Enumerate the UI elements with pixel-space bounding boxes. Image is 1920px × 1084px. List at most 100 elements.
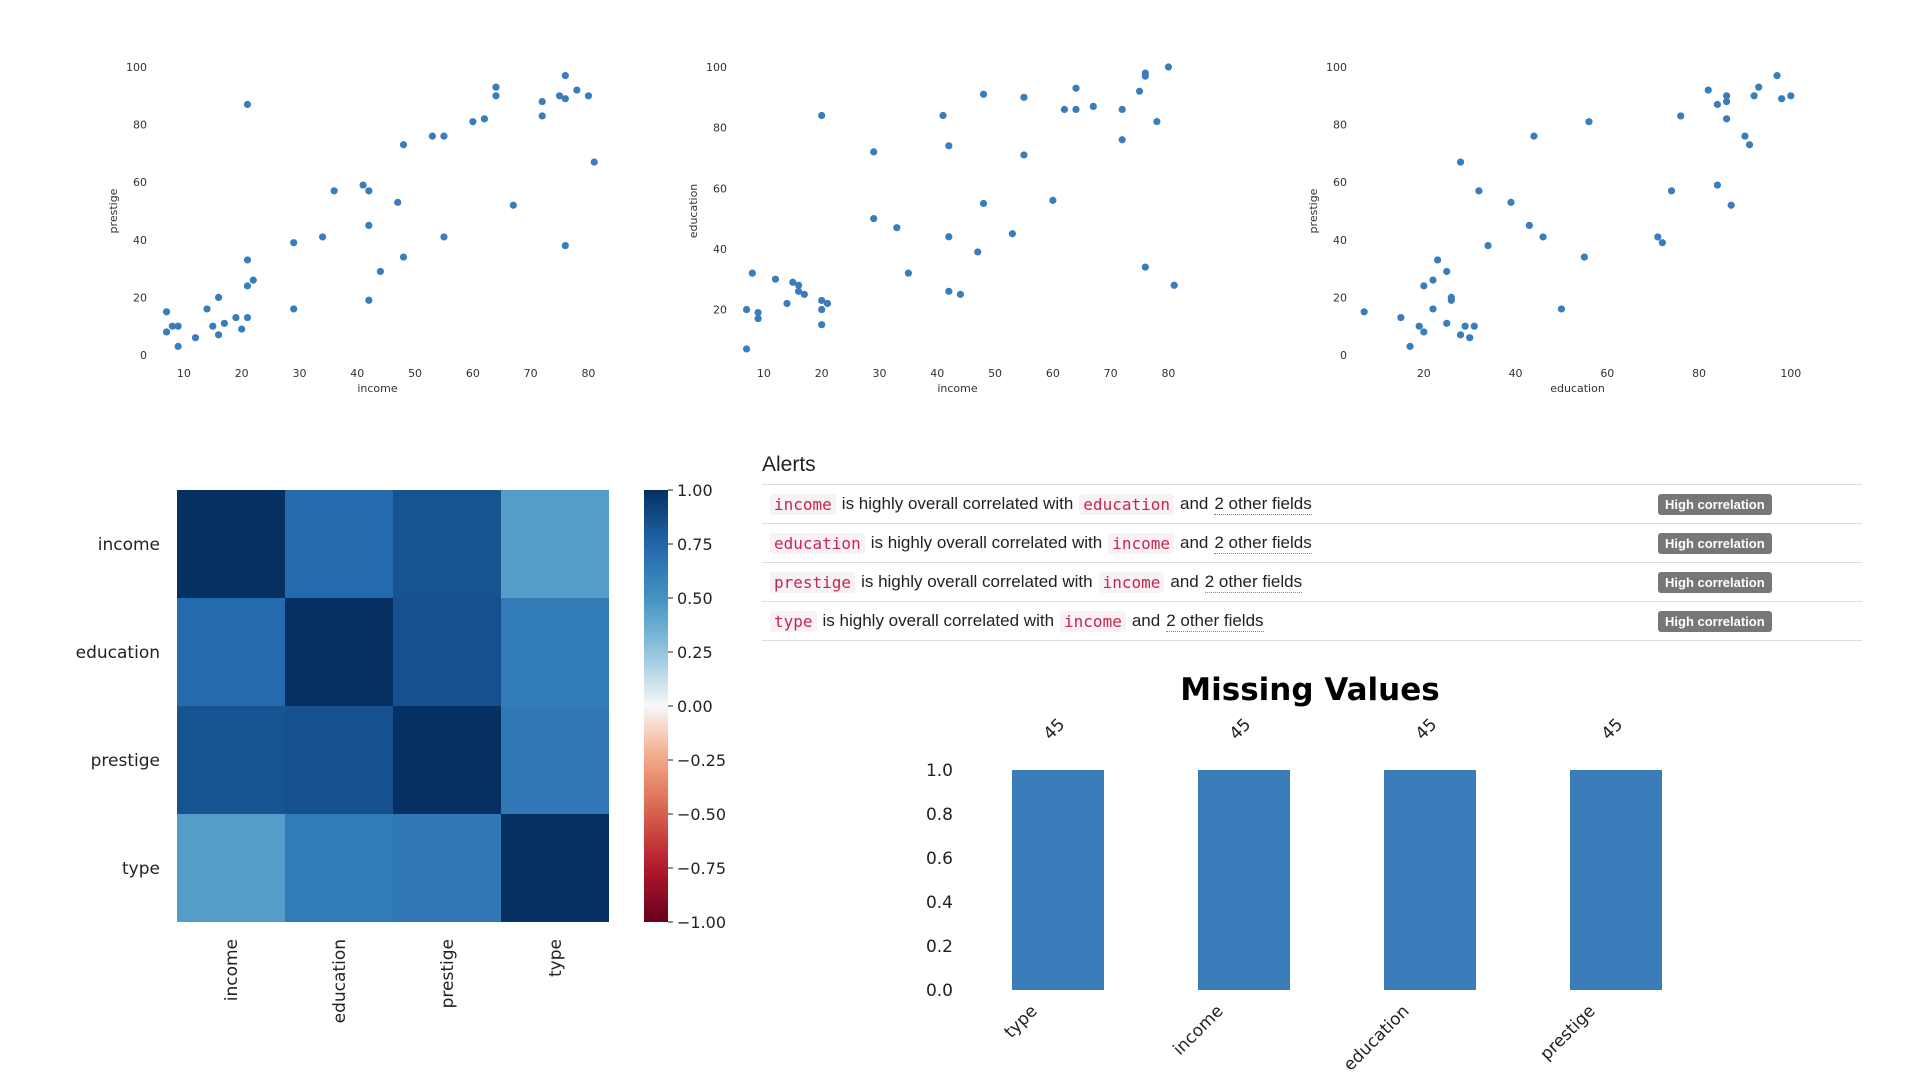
heatmap-row-label: income (98, 535, 160, 555)
y-tick-label: 60 (133, 176, 147, 189)
high-correlation-badge: High correlation (1658, 494, 1772, 515)
scatter-point (209, 322, 217, 330)
alert-text: is highly overall correlated with (841, 494, 1074, 513)
alert-other-fields-link[interactable]: 2 other fields (1214, 532, 1312, 554)
scatter-point (243, 313, 252, 322)
colorbar (644, 490, 668, 922)
scatter-point (1415, 322, 1423, 330)
y-tick-label: 20 (133, 291, 147, 304)
alert-other-field-code: income (1060, 610, 1126, 632)
heatmap-cell (393, 490, 501, 598)
scatter-point (1118, 105, 1126, 114)
alert-text: is highly overall correlated with (861, 572, 1093, 591)
scatter-education-prestige: 20 40 60 80 100 0 20 40 60 80 100 education prestige (1280, 55, 1830, 415)
scatter-point (979, 199, 988, 208)
heatmap-cell (501, 706, 609, 814)
scatter-point (555, 92, 564, 100)
x-tick-label: 40 (1509, 367, 1523, 380)
x-tick-label: 40 (930, 367, 944, 380)
heatmap-cell (285, 598, 393, 706)
alert-other-fields-link[interactable]: 2 other fields (1204, 571, 1303, 593)
scatter-point (1557, 305, 1566, 313)
scatter-point (945, 142, 953, 150)
scatter-point (290, 305, 298, 313)
scatter-point (469, 118, 477, 126)
x-tick-label: education (1340, 1001, 1414, 1075)
heatmap-row-label: prestige (91, 751, 160, 771)
alert-text: is highly overall correlated with (822, 611, 1055, 630)
alert-other-field-code: education (1079, 493, 1174, 515)
colorbar-tick-label: 1.00 (677, 481, 713, 500)
x-tick-label: 70 (524, 367, 538, 380)
scatter-point (1060, 105, 1069, 114)
scatter-point (290, 239, 298, 247)
scatter-point (1713, 100, 1722, 109)
scatter-point (318, 233, 327, 241)
x-tick-label: 80 (1161, 367, 1175, 380)
scatter-point (742, 345, 751, 353)
scatter-point (492, 83, 500, 91)
heatmap-cell (501, 814, 609, 922)
scatter-point (823, 299, 832, 308)
x-tick-label: 60 (466, 367, 480, 380)
scatter-point (162, 308, 171, 316)
scatter-point (754, 315, 762, 323)
alert-row: education is highly overall correlated wi… (762, 523, 1862, 562)
x-tick-label: 60 (1046, 367, 1060, 380)
alert-other-field-code: income (1108, 532, 1174, 554)
heatmap-cell (177, 598, 285, 706)
scatter-point (1741, 132, 1749, 140)
x-tick-label: income (1169, 1001, 1227, 1059)
y-tick-label: 0.4 (926, 893, 953, 913)
scatter-point (1722, 92, 1731, 100)
y-axis-label: prestige (1307, 188, 1320, 233)
y-tick-label: 20 (713, 304, 727, 317)
heatmap-cell (285, 814, 393, 922)
scatter-point (818, 111, 826, 120)
scatter-point (1397, 313, 1405, 322)
scatter-point (1429, 276, 1437, 284)
alert-row: income is highly overall correlated with e… (762, 484, 1862, 523)
scatter-point (330, 187, 338, 195)
scatter-point (162, 328, 171, 336)
heatmap-svg: income education prestige type income educati… (76, 481, 726, 1023)
scatter-point (243, 100, 252, 109)
y-tick-label: 0.6 (926, 849, 953, 869)
scatter-point (561, 95, 569, 103)
scatter-point (480, 115, 489, 123)
alert-other-fields-link[interactable]: 2 other fields (1166, 610, 1264, 632)
scatter-point (1580, 253, 1588, 261)
y-tick-label: 60 (1333, 176, 1347, 189)
y-tick-label: 0.0 (926, 981, 953, 1001)
scatter-point (1135, 87, 1144, 95)
alert-row: type is highly overall correlated with inc… (762, 601, 1862, 641)
scatter-plot: 10 20 30 40 50 60 70 80 20 40 60 80 100 income educati… (687, 61, 1178, 395)
scatter-point (1750, 92, 1758, 100)
alert-other-fields-link[interactable]: 2 other fields (1214, 493, 1312, 515)
scatter-point (1773, 72, 1781, 80)
bar (1012, 770, 1104, 990)
scatter-point (1072, 105, 1080, 114)
scatter-point (794, 281, 803, 289)
y-tick-label: 40 (713, 243, 727, 256)
scatter-point (818, 321, 826, 329)
colorbar-tick-label: 0.00 (677, 697, 713, 716)
y-axis-label: prestige (107, 188, 120, 233)
scatter-point (974, 248, 982, 256)
x-tick-label: 20 (235, 367, 249, 380)
colorbar-tick-label: 0.50 (677, 589, 713, 608)
scatter-point (440, 132, 448, 140)
scatter-plot: 10 20 30 40 50 60 70 80 0 20 40 60 80 100 income presti… (107, 61, 598, 395)
y-tick-label: 80 (713, 122, 727, 135)
scatter-point (1713, 181, 1722, 189)
scatter-point (789, 278, 797, 286)
scatter-point (893, 224, 901, 232)
scatter-point (818, 296, 826, 305)
scatter-plot: 20 40 60 80 100 0 20 40 60 80 100 education prestige (1307, 61, 1801, 395)
scatter-point (1153, 117, 1161, 126)
scatter-point (243, 282, 252, 290)
scatter-point (939, 111, 947, 120)
y-tick-label: 0 (1340, 349, 1347, 362)
scatter-point (203, 305, 211, 313)
scatter-point (1447, 296, 1455, 304)
